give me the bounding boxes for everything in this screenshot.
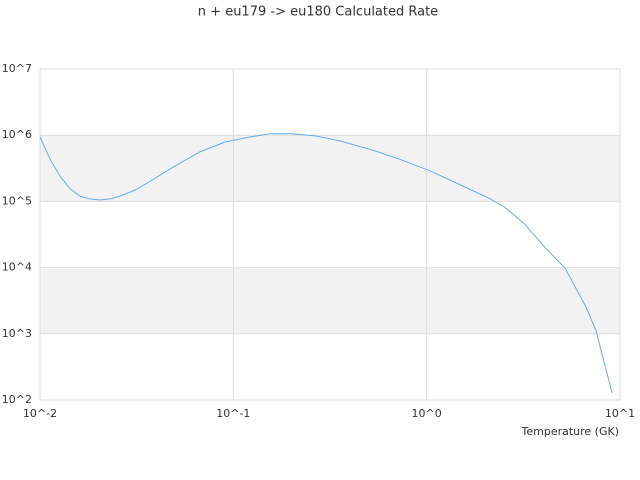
y-tick-label: 10^3 bbox=[2, 327, 32, 340]
y-tick-label: 10^5 bbox=[2, 194, 32, 207]
y-tick-label: 10^7 bbox=[2, 62, 32, 75]
x-tick-label: 10^0 bbox=[412, 407, 442, 420]
grid-bands bbox=[40, 135, 620, 334]
x-tick-label: 10^-1 bbox=[216, 407, 250, 420]
chart-title: n + eu179 -> eu180 Calculated Rate bbox=[198, 5, 438, 20]
x-axis-label: Temperature (GK) bbox=[521, 425, 620, 438]
x-tick-label: 10^1 bbox=[605, 407, 635, 420]
grid-band bbox=[40, 267, 620, 334]
grid-band bbox=[40, 135, 620, 202]
y-tick-label: 10^2 bbox=[2, 393, 32, 406]
y-tick-label: 10^4 bbox=[2, 261, 32, 274]
y-tick-label: 10^6 bbox=[2, 128, 32, 141]
x-tick-label: 10^-2 bbox=[23, 407, 57, 420]
series-line bbox=[39, 133, 613, 394]
